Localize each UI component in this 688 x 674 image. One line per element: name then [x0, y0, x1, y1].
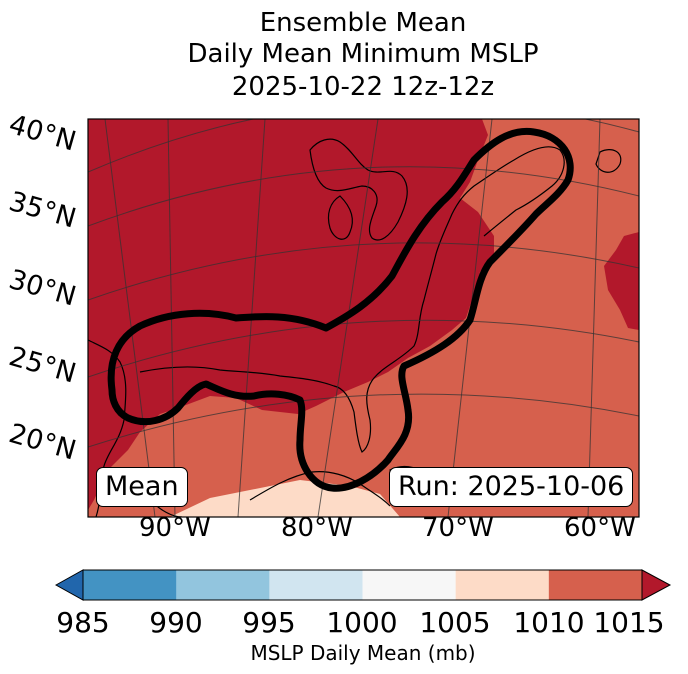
lon-label-90w: 90°W	[139, 513, 211, 543]
colorbar-tick-1005: 1005	[419, 606, 491, 639]
colorbar-tick-1010: 1010	[513, 606, 585, 639]
colorbar-over-triangle	[641, 569, 672, 601]
colorbar-bin-995	[269, 570, 363, 600]
low-pressure-region-east	[604, 232, 639, 330]
colorbar-frame	[82, 569, 643, 601]
colorbar-tick-985: 985	[56, 606, 110, 639]
colorbar-tick-995: 995	[242, 606, 296, 639]
colorbar-bin-1005	[455, 570, 550, 600]
title-line-1: Ensemble Mean	[259, 8, 467, 38]
colorbar-bin-985	[83, 570, 177, 600]
colorbar-tick-990: 990	[149, 606, 203, 639]
colorbar	[54, 569, 672, 601]
low-pressure-region	[88, 119, 494, 510]
title-line-3: 2025-10-22 12z-12z	[231, 72, 495, 102]
lon-label-80w: 80°W	[281, 513, 353, 543]
colorbar-bin-990	[176, 570, 270, 600]
lon-label-60w: 60°W	[564, 513, 636, 543]
map-frame	[87, 118, 640, 518]
colorbar-bin-1010	[548, 570, 643, 600]
lon-label-70w: 70°W	[422, 513, 494, 543]
colorbar-bin-1000	[362, 570, 457, 600]
colorbar-label: MSLP Daily Mean (mb)	[250, 641, 476, 665]
colorbar-under-triangle	[54, 569, 84, 601]
mean-label-box: Mean	[96, 467, 188, 507]
contour-outline	[107, 127, 574, 492]
run-date-box: Run: 2025-10-06	[389, 467, 634, 507]
colorbar-tick-1000: 1000	[326, 606, 398, 639]
colorbar-tick-1015: 1015	[593, 606, 665, 639]
title-line-2: Daily Mean Minimum MSLP	[187, 39, 539, 69]
